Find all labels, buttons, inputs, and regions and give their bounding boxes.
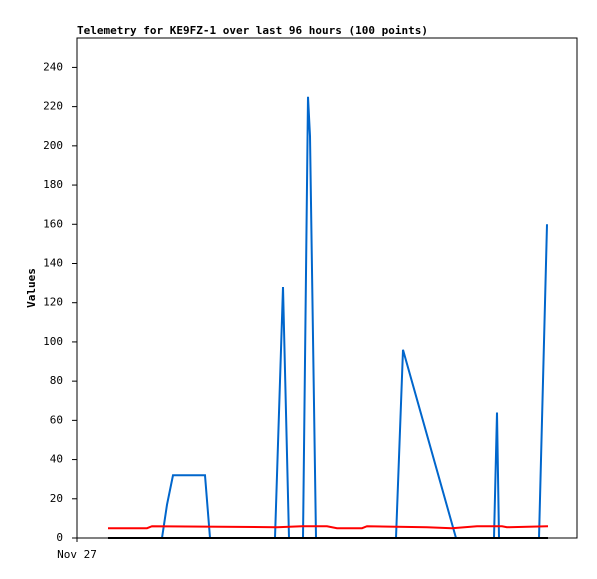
y-tick-label: 80	[50, 374, 63, 387]
y-tick-label: 160	[43, 217, 63, 230]
y-tick-label: 40	[50, 453, 63, 466]
y-tick-label: 220	[43, 100, 63, 113]
y-tick-label: 200	[43, 139, 63, 152]
y-tick-label: 240	[43, 60, 63, 73]
x-tick-label: Nov 27	[57, 548, 97, 561]
y-tick-label: 100	[43, 335, 63, 348]
y-tick-label: 120	[43, 296, 63, 309]
y-tick-label: 140	[43, 256, 63, 269]
y-tick-label: 20	[50, 492, 63, 505]
series-line	[161, 96, 548, 539]
y-tick-label: 180	[43, 178, 63, 191]
chart-title: Telemetry for KE9FZ-1 over last 96 hours…	[77, 24, 428, 37]
y-axis-label: Values	[25, 268, 38, 308]
series-line	[108, 525, 549, 530]
y-tick-label: 60	[50, 413, 63, 426]
y-tick-label: 0	[56, 531, 63, 544]
